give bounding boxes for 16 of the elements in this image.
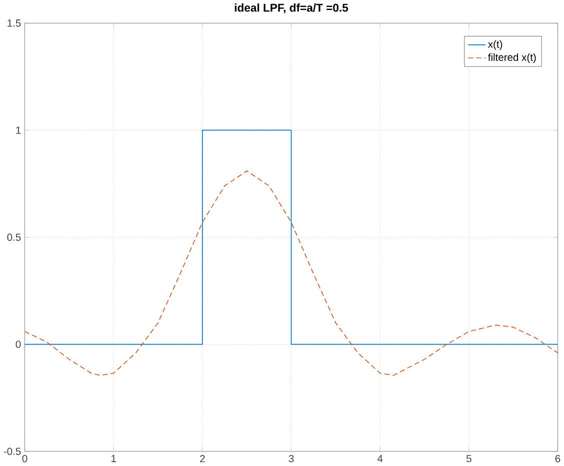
x-tick-label: 6 [555,455,560,462]
legend-label: x(t) [488,40,502,50]
x-tick-label: 2 [200,455,205,462]
x-tick-label: 0 [22,455,28,462]
y-tick-label: -0.5 [4,448,21,456]
line-series [24,170,558,376]
y-tick-label: 0.5 [7,234,21,242]
x-tick-label: 1 [112,455,116,462]
y-tick-label: 0 [16,340,21,348]
legend-label: filtered x(t) [488,54,536,64]
y-tick-label: 1 [16,126,21,134]
chart-title: ideal LPF, df=a/T =0.5 [234,4,348,14]
x-tick-label: 4 [377,455,383,462]
y-tick-label: 1.5 [8,20,21,27]
x-tick-label: 5 [466,455,472,462]
x-tick-label: 3 [288,455,294,462]
